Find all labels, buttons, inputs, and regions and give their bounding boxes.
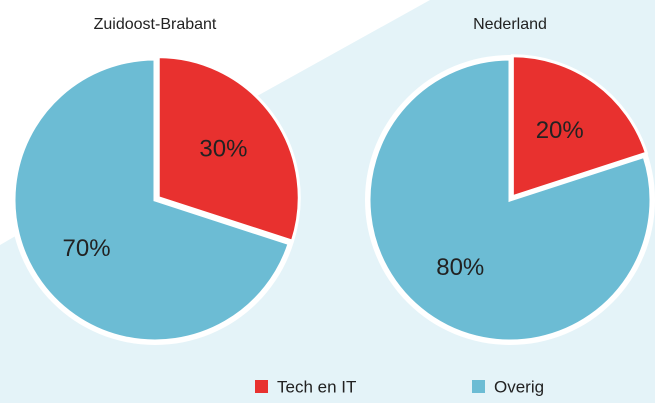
legend-label: Overig: [494, 377, 544, 396]
pie-slice: [367, 57, 653, 343]
pie-slice: [12, 57, 291, 343]
legend-swatch: [472, 380, 485, 393]
legend-label: Tech en IT: [277, 377, 356, 396]
value-label: 80%: [436, 254, 484, 281]
pie-slice: [510, 54, 649, 199]
value-label: 70%: [63, 235, 111, 262]
chart-title: Nederland: [473, 16, 547, 33]
pie-slice: [156, 55, 301, 244]
chart-title: Zuidoost-Brabant: [94, 16, 217, 33]
value-label: 20%: [536, 117, 584, 144]
value-label: 30%: [199, 136, 247, 163]
legend-swatch: [255, 380, 268, 393]
